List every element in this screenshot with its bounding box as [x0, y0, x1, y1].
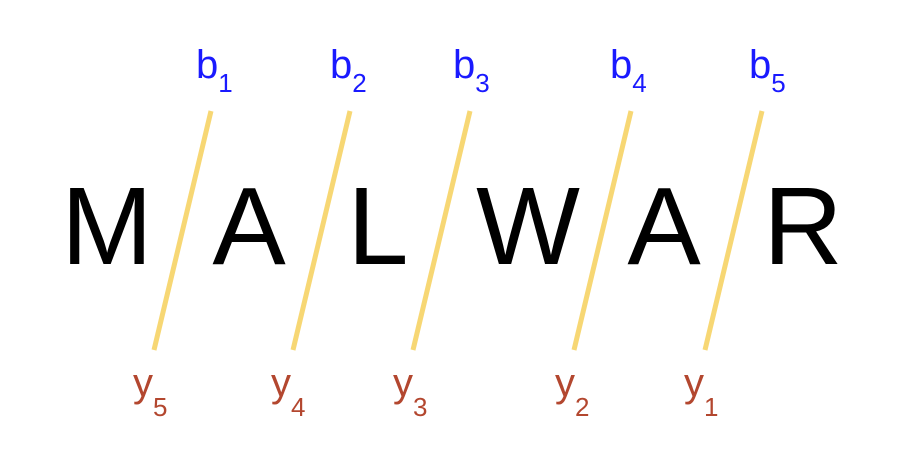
divider-line-1 [151, 110, 214, 351]
top-label-b3: b3 [453, 43, 490, 98]
bottom-labels: y5 y4 y3 y2 y1 [133, 361, 718, 422]
bottom-label-y1: y1 [684, 361, 718, 422]
word-letter: W [476, 165, 580, 288]
divider-line-3 [410, 110, 473, 351]
bottom-label-y2: y2 [555, 361, 589, 422]
divider-lines [151, 110, 765, 351]
word-letter: L [347, 165, 408, 288]
word-letter: M [61, 165, 153, 288]
word-letter: A [627, 165, 701, 288]
divider-line-2 [290, 110, 353, 351]
bottom-label-y5: y5 [133, 361, 167, 422]
top-label-b2: b2 [330, 43, 367, 98]
divider-line-4 [571, 110, 634, 351]
word: M A L W A R [61, 165, 843, 288]
top-label-b4: b4 [610, 43, 647, 98]
top-label-b1: b1 [196, 43, 233, 98]
divider-line-5 [702, 110, 765, 351]
top-labels: b1 b2 b3 b4 b5 [196, 43, 786, 98]
bottom-label-y4: y4 [271, 361, 305, 422]
word-letter: R [763, 165, 842, 288]
top-label-b5: b5 [749, 43, 786, 98]
bottom-label-y3: y3 [393, 361, 427, 422]
word-letter: A [212, 165, 286, 288]
